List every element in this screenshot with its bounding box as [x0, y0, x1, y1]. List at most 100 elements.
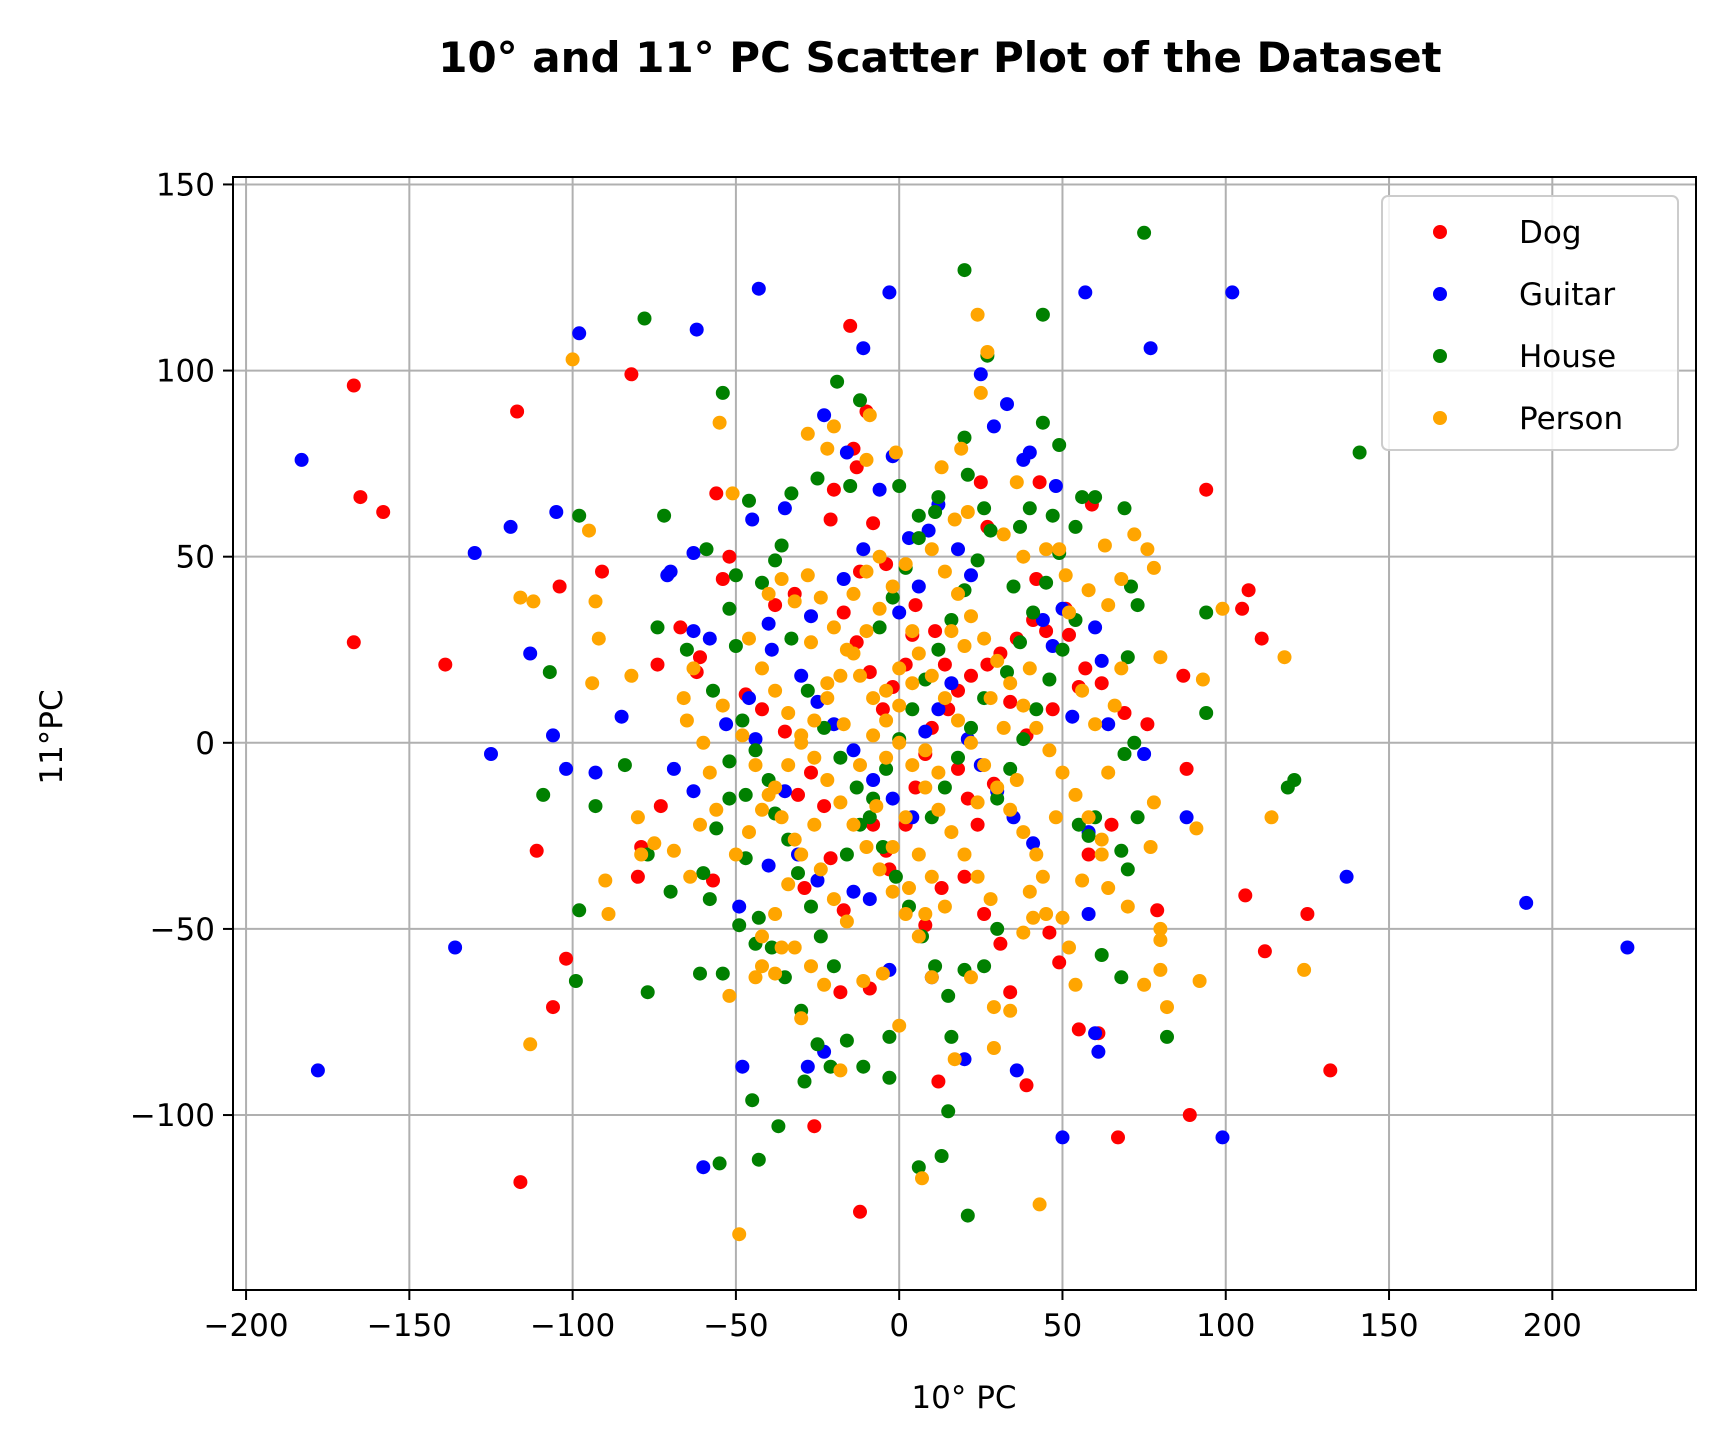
point-person	[666, 843, 681, 858]
point-house	[1280, 780, 1295, 795]
point-dog	[722, 549, 737, 564]
point-dog	[595, 564, 609, 579]
point-person	[1055, 765, 1070, 780]
point-person	[781, 758, 796, 773]
x-axis-label: 10° PC	[911, 1380, 1016, 1416]
point-house	[1035, 415, 1050, 430]
point-person	[585, 676, 600, 691]
point-person	[892, 1018, 907, 1033]
point-person	[1101, 765, 1116, 780]
point-person	[1075, 683, 1090, 698]
point-dog	[807, 1119, 822, 1134]
point-dog	[866, 516, 881, 531]
point-person	[728, 847, 743, 862]
point-house	[882, 1029, 897, 1044]
point-person	[774, 940, 789, 955]
point-guitar	[902, 531, 916, 546]
point-person	[905, 676, 920, 691]
point-guitar	[448, 940, 463, 955]
point-house	[804, 899, 818, 914]
point-person	[977, 631, 992, 646]
point-dog	[346, 635, 361, 650]
chart-title: 10° and 11° PC Scatter Plot of the Datas…	[438, 33, 1442, 82]
y-tick-label: 150	[156, 167, 215, 203]
point-guitar	[918, 724, 933, 739]
point-dog	[1117, 706, 1132, 720]
point-guitar	[1215, 1130, 1230, 1145]
point-house	[791, 866, 805, 881]
point-house	[751, 1152, 766, 1167]
point-house	[944, 613, 959, 627]
point-house	[1130, 810, 1145, 825]
point-dog	[836, 605, 851, 620]
point-house	[1039, 575, 1054, 590]
point-guitar	[846, 743, 861, 758]
point-person	[833, 668, 848, 683]
point-dog	[826, 482, 841, 497]
point-house	[839, 847, 854, 862]
point-house	[728, 639, 743, 653]
point-guitar	[1055, 1130, 1070, 1145]
point-person	[996, 720, 1011, 735]
point-dog	[964, 668, 978, 683]
point-guitar	[892, 605, 907, 620]
point-dog	[1042, 925, 1057, 940]
point-house	[542, 665, 557, 680]
point-dog	[931, 1074, 946, 1089]
point-house	[1120, 650, 1135, 665]
point-person	[947, 1052, 962, 1067]
point-guitar	[986, 419, 1001, 434]
point-house	[934, 1149, 949, 1163]
point-dog	[918, 918, 933, 933]
point-dog	[1003, 694, 1018, 709]
point-house	[1120, 862, 1135, 877]
point-house	[774, 538, 789, 553]
point-guitar	[856, 341, 871, 356]
point-person	[1153, 650, 1168, 665]
legend-label-house: House	[1519, 339, 1616, 375]
point-person	[1107, 698, 1122, 713]
point-person	[679, 713, 694, 728]
point-person	[647, 836, 662, 851]
point-person	[1120, 899, 1135, 914]
point-dog	[1019, 1078, 1034, 1093]
point-person	[1297, 962, 1312, 977]
point-person	[761, 586, 776, 601]
point-person	[853, 668, 867, 683]
x-tick-label: −200	[203, 1308, 288, 1344]
point-dog	[833, 985, 848, 1000]
point-guitar	[761, 616, 776, 631]
point-person	[990, 780, 1005, 795]
point-house	[1352, 445, 1367, 460]
point-house	[1013, 519, 1027, 534]
point-person	[898, 907, 913, 921]
point-guitar	[1035, 613, 1050, 627]
point-house	[1137, 225, 1152, 240]
point-dog	[1045, 702, 1060, 717]
point-dog	[510, 404, 525, 419]
point-guitar	[467, 546, 482, 560]
point-house	[862, 810, 877, 825]
y-tick-label: 0	[195, 726, 215, 762]
point-dog	[791, 787, 805, 802]
point-dog	[706, 873, 720, 888]
point-house	[1199, 706, 1214, 720]
point-person	[526, 594, 541, 609]
point-person	[826, 892, 841, 907]
point-person	[1003, 1003, 1018, 1018]
point-person	[885, 579, 900, 594]
point-person	[1153, 921, 1168, 936]
point-person	[807, 817, 822, 832]
point-house	[1081, 828, 1096, 843]
point-house	[1199, 605, 1214, 620]
point-dog	[970, 817, 985, 832]
point-person	[892, 661, 907, 676]
point-dog	[438, 657, 453, 672]
point-person	[970, 307, 985, 322]
point-house	[1029, 702, 1044, 717]
point-guitar	[742, 691, 756, 706]
point-person	[1003, 802, 1018, 817]
point-guitar	[951, 542, 965, 557]
point-person	[879, 683, 894, 698]
point-person	[1215, 601, 1230, 616]
